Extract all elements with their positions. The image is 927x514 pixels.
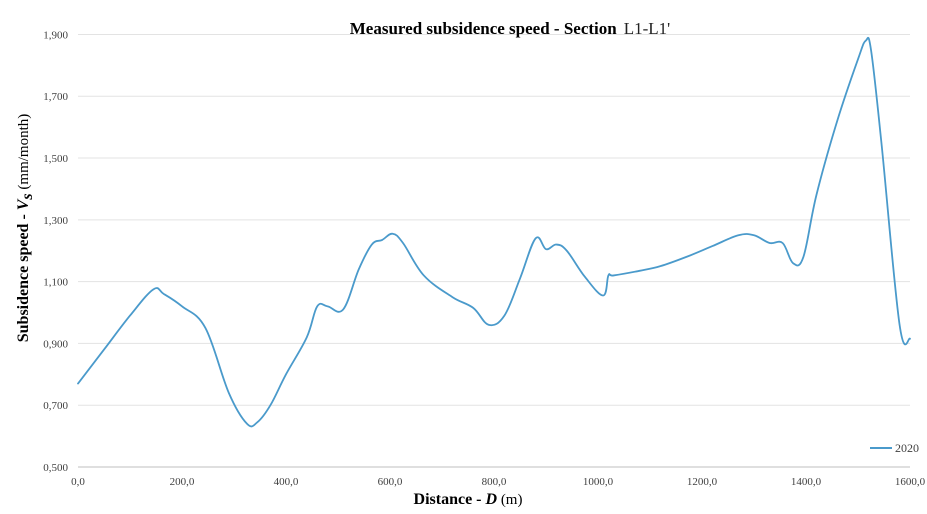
x-tick-label: 0,0: [71, 476, 85, 488]
y-axis-title: Subsidence speed - Vs (mm/month): [15, 114, 36, 343]
y-axis-title-var: V: [15, 198, 32, 210]
x-axis-title: Distance - D (m): [414, 491, 523, 508]
x-axis-title-unit: (m): [497, 492, 522, 508]
legend-label-2020: 2020: [895, 441, 919, 455]
x-tick-label: 400,0: [274, 476, 299, 488]
y-axis-title-main: Subsidence speed -: [15, 210, 32, 342]
y-tick-labels: 0,500 0,700 0,900 1,100 1,300 1,500 1,700 1,900: [43, 29, 68, 474]
x-tick-label: 200,0: [170, 476, 195, 488]
chart-title: Measured subsidence speed - Section L1-L1…: [350, 19, 670, 38]
y-tick-label: 1,300: [43, 215, 68, 227]
chart-title-suffix: L1-L1': [624, 19, 671, 38]
y-tick-label: 1,900: [43, 29, 68, 41]
x-tick-labels: 0,0 200,0 400,0 600,0 800,0 1000,0 1200,0 1400,…: [71, 476, 926, 488]
y-tick-label: 0,900: [43, 338, 68, 350]
legend: 2020: [870, 441, 919, 455]
x-tick-label: 800,0: [482, 476, 507, 488]
x-tick-label: 1400,0: [791, 476, 822, 488]
y-tick-label: 1,500: [43, 153, 68, 165]
chart-title-main: Measured subsidence speed - Section: [350, 19, 618, 38]
series-line-2020: [77, 36, 911, 428]
x-tick-label: 1200,0: [687, 476, 718, 488]
y-tick-label: 0,500: [43, 462, 68, 474]
y-axis-title-sub: s: [19, 193, 36, 200]
gridlines: [78, 33, 910, 406]
x-tick-label: 1600,0: [895, 476, 926, 488]
x-axis-title-main: Distance -: [414, 491, 486, 508]
y-tick-label: 1,700: [43, 91, 68, 103]
series-lines: [77, 36, 911, 428]
x-axis-title-var: D: [485, 491, 498, 508]
y-tick-label: 1,100: [43, 277, 68, 289]
y-tick-label: 0,700: [43, 400, 68, 412]
y-axis-title-unit: (mm/month): [16, 114, 32, 194]
x-tick-label: 600,0: [378, 476, 403, 488]
x-tick-label: 1000,0: [583, 476, 614, 488]
